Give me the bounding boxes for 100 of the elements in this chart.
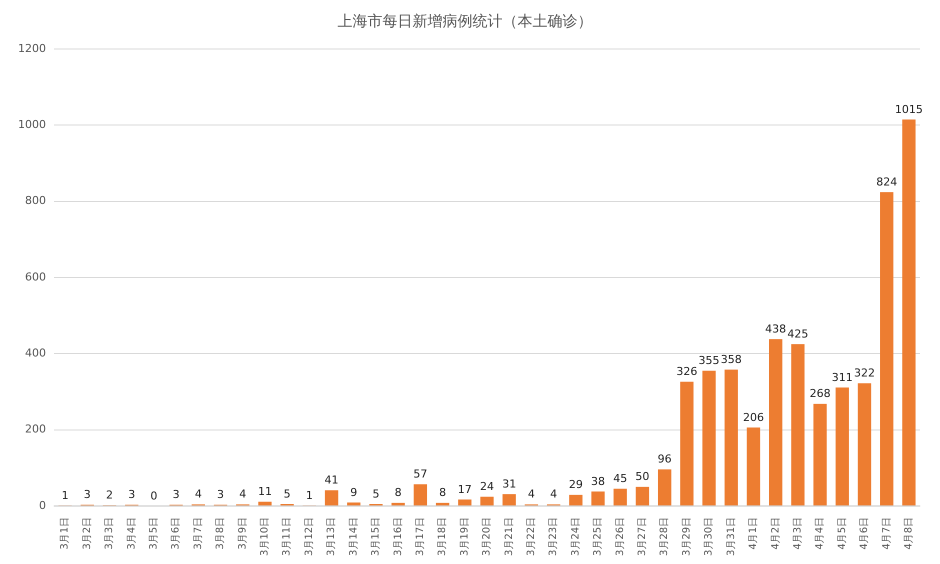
x-tick-label: 3月1日 [60, 516, 71, 550]
x-tick-label: 4月8日 [903, 516, 914, 550]
data-label: 4 [528, 488, 535, 501]
x-tick-label: 4月6日 [859, 516, 870, 550]
x-tick-label: 3月5日 [148, 516, 160, 550]
x-tick-label: 3月15日 [370, 516, 382, 556]
x-tick-label: 3月6日 [170, 516, 182, 550]
bar [858, 383, 872, 506]
bar [769, 339, 782, 506]
data-label: 1 [306, 488, 313, 502]
x-tick-label: 3月30日 [704, 516, 715, 556]
bar [392, 502, 405, 506]
data-label: 9 [350, 486, 358, 499]
bar [324, 490, 338, 506]
bar [480, 496, 494, 506]
y-tick-label: 400 [24, 346, 46, 360]
data-label: 0 [150, 489, 158, 502]
data-label: 41 [324, 474, 339, 487]
x-tick-label: 4月1日 [748, 516, 760, 550]
data-label: 206 [742, 410, 764, 424]
bar [414, 484, 428, 506]
x-tick-label: 3月16日 [392, 516, 404, 556]
x-tick-label: 3月13日 [326, 516, 338, 556]
bar [458, 499, 472, 506]
x-tick-label: 3月3日 [104, 516, 116, 550]
data-label: 311 [832, 370, 853, 384]
data-label: 11 [258, 485, 272, 498]
x-tick-label: 3月17日 [414, 516, 426, 556]
bar [880, 192, 894, 506]
bar [347, 502, 360, 506]
data-label: 24 [480, 480, 494, 494]
data-label: 4 [550, 488, 558, 501]
data-label: 1015 [894, 102, 923, 116]
data-label: 824 [876, 176, 898, 189]
data-label: 425 [787, 327, 808, 340]
data-label: 322 [854, 366, 875, 380]
data-label: 3 [217, 488, 224, 502]
x-tick-label: 3月20日 [482, 516, 493, 556]
x-tick-label: 3月22日 [526, 516, 537, 556]
data-label: 438 [765, 322, 786, 336]
bar [836, 387, 849, 506]
data-label: 1 [62, 488, 69, 502]
bar [636, 486, 650, 506]
bar [702, 370, 716, 506]
x-tick-label: 3月4日 [126, 516, 138, 550]
data-label: 45 [613, 472, 628, 486]
data-label: 268 [810, 387, 831, 400]
y-tick-label: 200 [24, 422, 46, 436]
x-tick-label: 3月26日 [614, 516, 626, 556]
data-label: 4 [239, 488, 246, 501]
data-label: 358 [720, 352, 742, 366]
bar [591, 491, 605, 506]
data-label: 50 [635, 470, 650, 484]
x-tick-label: 3月31日 [726, 516, 737, 556]
x-tick-label: 4月7日 [881, 516, 892, 550]
y-tick-label: 0 [38, 498, 46, 512]
x-tick-label: 3月18日 [437, 516, 448, 556]
bar [436, 502, 450, 506]
data-label: 57 [413, 468, 428, 481]
x-tick-label: 3月2日 [82, 516, 93, 550]
data-label: 29 [568, 478, 583, 492]
data-label: 5 [284, 487, 291, 500]
data-label: 96 [658, 452, 672, 466]
x-tick-label: 4月4日 [814, 516, 826, 550]
data-label: 8 [439, 486, 446, 500]
data-label: 8 [394, 486, 402, 500]
x-tick-label: 3月19日 [459, 516, 470, 556]
bar [813, 404, 827, 506]
bar [746, 427, 760, 506]
bar [569, 494, 582, 506]
x-tick-label: 4月3日 [792, 516, 804, 550]
data-label: 355 [698, 354, 720, 368]
bar [791, 344, 805, 506]
x-tick-label: 3月11日 [282, 516, 293, 556]
x-tick-label: 3月10日 [260, 516, 271, 556]
x-tick-label: 3月8日 [215, 516, 226, 550]
data-label: 38 [591, 474, 606, 488]
chart-title: 上海市每日新增病例统计（本土确诊） [338, 12, 592, 30]
x-tick-label: 3月29日 [681, 516, 692, 556]
data-label: 5 [372, 487, 380, 500]
bar [724, 370, 738, 506]
x-tick-label: 3月25日 [592, 516, 604, 556]
x-tick-label: 3月7日 [192, 516, 204, 550]
y-tick-label: 1000 [18, 118, 46, 132]
y-tick-label: 600 [24, 270, 46, 284]
x-tick-label: 3月12日 [304, 516, 315, 556]
x-tick-label: 4月2日 [770, 516, 782, 550]
bar [614, 488, 627, 506]
data-label: 31 [502, 477, 516, 490]
bar [258, 502, 272, 506]
bar [658, 469, 672, 506]
data-label: 2 [106, 488, 114, 502]
x-tick-label: 3月27日 [637, 516, 648, 556]
x-tick-label: 3月24日 [570, 516, 582, 556]
data-label: 3 [172, 488, 180, 502]
x-tick-label: 3月9日 [237, 516, 248, 550]
x-tick-label: 3月21日 [504, 516, 515, 556]
bar [680, 382, 694, 506]
x-tick-label: 4月5日 [836, 516, 848, 550]
data-label: 17 [458, 482, 472, 496]
